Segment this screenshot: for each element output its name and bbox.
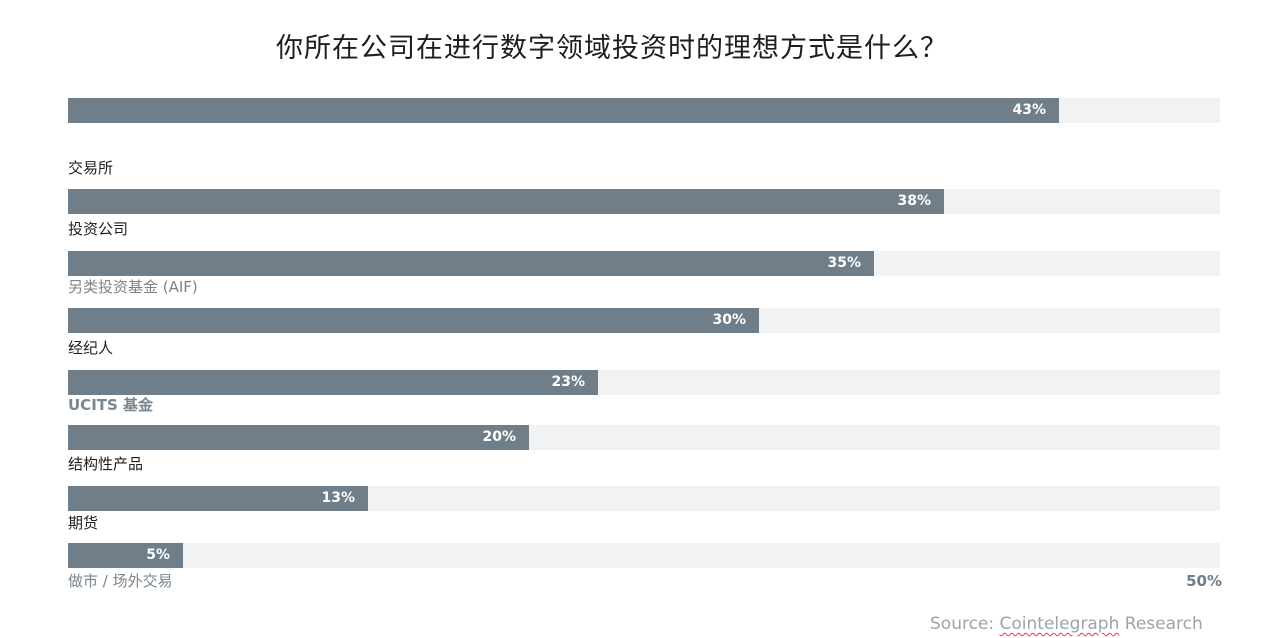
category-label: 做市 / 场外交易 [68, 572, 173, 590]
bar-track [68, 543, 1220, 568]
bar-value-label: 5% [146, 547, 170, 563]
bar [68, 98, 1059, 123]
source-prefix: Source: [930, 614, 1000, 634]
bar [68, 251, 874, 276]
chart-title: 你所在公司在进行数字领域投资时的理想方式是什么？ [276, 33, 948, 64]
bar-value-label: 35% [827, 255, 861, 271]
bar-value-label: 43% [1012, 102, 1046, 118]
category-label: 交易所 [68, 159, 114, 177]
source-note: Source: Cointelegraph Research [930, 614, 1203, 634]
category-label: 经纪人 [68, 339, 114, 357]
bar [68, 486, 368, 511]
bar-value-label: 13% [321, 490, 355, 506]
bar-value-label: 23% [551, 374, 585, 390]
bar-value-label: 30% [712, 312, 746, 328]
category-label: 期货 [68, 514, 99, 532]
category-label: UCITS 基金 [68, 396, 154, 414]
bar [68, 543, 183, 568]
source-suffix: Research [1119, 614, 1203, 634]
bar [68, 425, 529, 450]
category-label: 结构性产品 [68, 455, 144, 473]
axis-max-label: 50% [1186, 572, 1222, 590]
category-label: 投资公司 [68, 220, 129, 238]
bar [68, 370, 598, 395]
bar [68, 308, 759, 333]
bar-value-label: 38% [897, 193, 931, 209]
source-brand: Cointelegraph [999, 614, 1120, 634]
bar [68, 189, 944, 214]
category-label: 另类投资基金 (AIF) [68, 278, 198, 296]
bar-value-label: 20% [482, 429, 516, 445]
